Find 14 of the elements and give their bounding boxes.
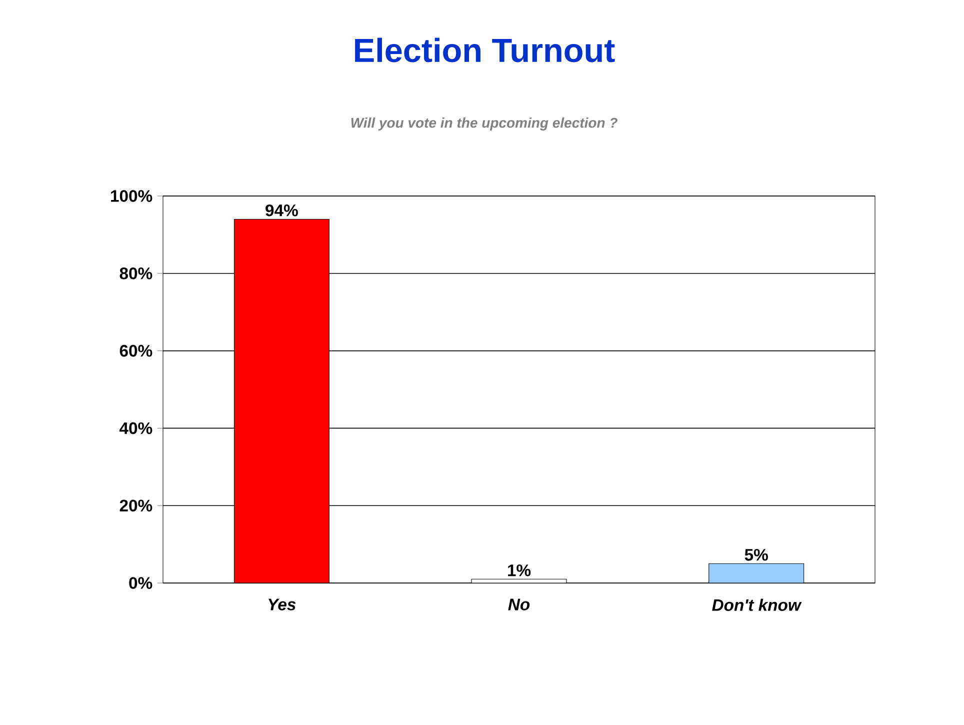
data-label: 1% <box>508 564 531 576</box>
x-tick-label: Yes <box>268 598 296 610</box>
data-label: 5% <box>744 548 768 561</box>
x-tick-label: No <box>508 598 530 610</box>
data-label: 94% <box>266 204 298 216</box>
y-tick-label: 60% <box>120 344 152 357</box>
x-tick-label: Don't know <box>712 598 802 611</box>
chart-subtitle: Will you vote in the upcoming election ? <box>351 117 618 131</box>
y-tick-label: 40% <box>119 422 152 434</box>
y-tick-label: 100% <box>111 190 152 202</box>
y-tick-label: 80% <box>120 268 152 280</box>
chart-title: Election Turnout <box>355 38 615 62</box>
y-tick-label: 0% <box>129 577 152 589</box>
y-tick-label: 20% <box>120 500 152 512</box>
